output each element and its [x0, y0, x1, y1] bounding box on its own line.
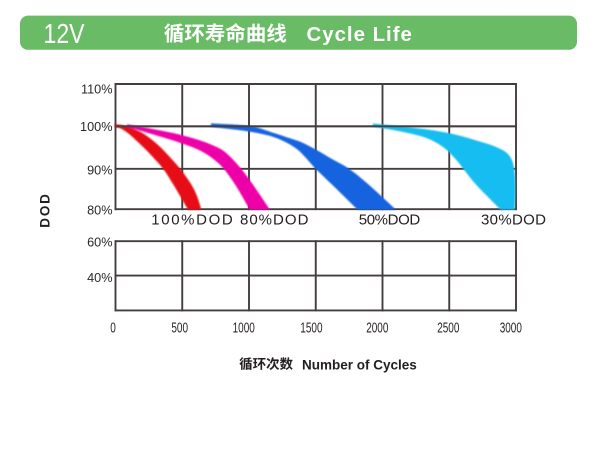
svg-text:90%: 90%: [87, 164, 112, 178]
svg-text:80%DOD: 80%DOD: [240, 211, 309, 228]
svg-text:12V: 12V: [44, 18, 86, 49]
svg-text:DOD: DOD: [38, 192, 53, 227]
svg-text:500: 500: [171, 321, 188, 337]
svg-text:30%DOD: 30%DOD: [481, 211, 546, 228]
svg-text:100%DOD: 100%DOD: [151, 211, 233, 228]
svg-text:0: 0: [110, 321, 116, 337]
svg-text:1000: 1000: [233, 321, 255, 337]
svg-text:Number of Cycles: Number of Cycles: [302, 357, 417, 372]
svg-text:50%DOD: 50%DOD: [359, 211, 421, 228]
svg-text:40%: 40%: [87, 271, 112, 285]
svg-text:3000: 3000: [500, 321, 522, 337]
svg-text:60%: 60%: [87, 235, 112, 249]
svg-text:80%: 80%: [87, 204, 112, 218]
svg-text:Cycle Life: Cycle Life: [307, 24, 413, 46]
svg-text:2000: 2000: [366, 321, 388, 337]
svg-text:110%: 110%: [81, 83, 113, 97]
svg-text:2500: 2500: [437, 321, 459, 337]
svg-text:100%: 100%: [80, 120, 112, 134]
svg-text:1500: 1500: [300, 321, 322, 337]
